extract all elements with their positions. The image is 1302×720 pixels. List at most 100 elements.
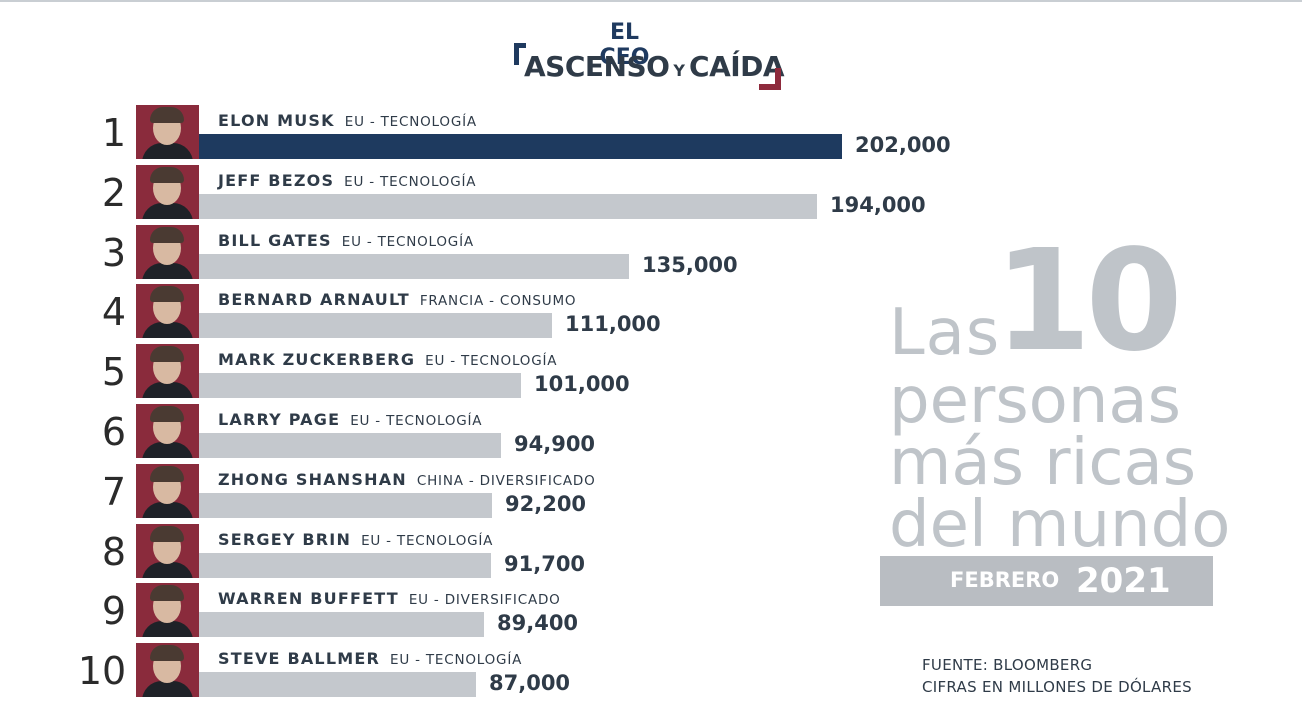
- logo-line2: ASCENSO Y CAÍDA: [524, 50, 785, 83]
- person-sector: CHINA - DIVERSIFICADO: [416, 473, 596, 489]
- person-name: LARRY PAGE EU - TECNOLOGÍA: [218, 410, 482, 429]
- headline-las: Las: [889, 296, 1001, 370]
- value-bar: [199, 373, 521, 398]
- photo-body-shape: [142, 143, 193, 159]
- person-sector: FRANCIA - CONSUMO: [419, 293, 577, 309]
- rank-number: 8: [101, 530, 127, 574]
- photo-hair-shape: [150, 346, 184, 362]
- rank-number: 7: [101, 470, 127, 514]
- person-name-text: SERGEY BRIN: [218, 530, 352, 549]
- el-ceo-logo: EL CEO ASCENSO Y CAÍDA: [512, 16, 787, 96]
- logo-caida: CAÍDA: [689, 50, 785, 83]
- person-photo: [136, 464, 199, 518]
- person-name-text: JEFF BEZOS: [218, 171, 335, 190]
- units-note: CIFRAS EN MILLONES DE DÓLARES: [922, 678, 1192, 696]
- person-name-text: BERNARD ARNAULT: [218, 290, 410, 309]
- photo-body-shape: [142, 681, 193, 697]
- value-label: 202,000: [855, 133, 951, 157]
- value-bar: [199, 313, 552, 338]
- person-photo: [136, 225, 199, 279]
- rank-number: 5: [101, 350, 127, 394]
- person-photo: [136, 404, 199, 458]
- logo-ascenso: ASCENSO: [524, 50, 670, 83]
- person-name: SERGEY BRIN EU - TECNOLOGÍA: [218, 530, 493, 549]
- person-name-text: LARRY PAGE: [218, 410, 341, 429]
- value-bar: [199, 194, 817, 219]
- logo-y: Y: [673, 61, 686, 80]
- value-label: 94,900: [514, 432, 596, 456]
- rank-number: 4: [101, 290, 127, 334]
- person-photo: [136, 524, 199, 578]
- photo-hair-shape: [150, 286, 184, 302]
- person-name: ZHONG SHANSHAN CHINA - DIVERSIFICADO: [218, 470, 596, 489]
- person-photo: [136, 284, 199, 338]
- date-month: FEBRERO: [950, 568, 1060, 592]
- value-label: 91,700: [504, 552, 586, 576]
- person-name-text: MARK ZUCKERBERG: [218, 350, 416, 369]
- person-name-text: ZHONG SHANSHAN: [218, 470, 407, 489]
- source-line: FUENTE: BLOOMBERG: [922, 656, 1093, 674]
- photo-body-shape: [142, 203, 193, 219]
- value-bar: [199, 553, 491, 578]
- logo-corner-right: [759, 68, 781, 90]
- top-divider: [0, 0, 1302, 2]
- person-sector: EU - TECNOLOGÍA: [344, 114, 477, 130]
- rank-number: 2: [101, 171, 127, 215]
- person-name: WARREN BUFFETT EU - DIVERSIFICADO: [218, 589, 561, 608]
- photo-hair-shape: [150, 406, 184, 422]
- headline-del-mundo: del mundo: [889, 488, 1231, 562]
- value-label: 89,400: [497, 611, 579, 635]
- value-label: 92,200: [505, 492, 587, 516]
- person-photo: [136, 643, 199, 697]
- photo-body-shape: [142, 442, 193, 458]
- photo-body-shape: [142, 502, 193, 518]
- value-label: 101,000: [534, 372, 630, 396]
- value-label: 194,000: [830, 193, 926, 217]
- person-name: ELON MUSK EU - TECNOLOGÍA: [218, 111, 477, 130]
- photo-hair-shape: [150, 466, 184, 482]
- person-name: BILL GATES EU - TECNOLOGÍA: [218, 231, 474, 250]
- person-photo: [136, 165, 199, 219]
- headline-mas-ricas: más ricas: [889, 426, 1197, 500]
- value-bar: [199, 433, 501, 458]
- person-name: BERNARD ARNAULT FRANCIA - CONSUMO: [218, 290, 576, 309]
- person-name-text: STEVE BALLMER: [218, 649, 380, 668]
- logo-corner-left: [514, 43, 526, 65]
- date-year: 2021: [1076, 561, 1171, 601]
- person-name-text: WARREN BUFFETT: [218, 589, 399, 608]
- person-sector: EU - DIVERSIFICADO: [408, 592, 561, 608]
- person-sector: EU - TECNOLOGÍA: [425, 353, 558, 369]
- photo-body-shape: [142, 562, 193, 578]
- photo-body-shape: [142, 621, 193, 637]
- value-bar: [199, 612, 484, 637]
- logo-line1: EL CEO: [599, 20, 650, 70]
- value-bar: [199, 134, 842, 159]
- headline-personas: personas: [889, 364, 1181, 438]
- person-sector: EU - TECNOLOGÍA: [344, 174, 477, 190]
- photo-hair-shape: [150, 227, 184, 243]
- person-sector: EU - TECNOLOGÍA: [341, 234, 474, 250]
- photo-hair-shape: [150, 585, 184, 601]
- person-name: MARK ZUCKERBERG EU - TECNOLOGÍA: [218, 350, 557, 369]
- person-sector: EU - TECNOLOGÍA: [390, 652, 523, 668]
- date-badge: FEBRERO 2021: [880, 556, 1213, 606]
- photo-body-shape: [142, 263, 193, 279]
- person-photo: [136, 105, 199, 159]
- rank-number: 9: [101, 589, 127, 633]
- photo-hair-shape: [150, 167, 184, 183]
- rank-number: 1: [101, 111, 127, 155]
- person-sector: EU - TECNOLOGÍA: [350, 413, 483, 429]
- person-name-text: ELON MUSK: [218, 111, 335, 130]
- person-photo: [136, 344, 199, 398]
- photo-hair-shape: [150, 107, 184, 123]
- rank-number: 3: [101, 231, 127, 275]
- value-label: 135,000: [642, 253, 738, 277]
- photo-hair-shape: [150, 645, 184, 661]
- headline-ten: 10: [994, 220, 1183, 383]
- photo-hair-shape: [150, 526, 184, 542]
- value-bar: [199, 672, 476, 697]
- person-sector: EU - TECNOLOGÍA: [361, 533, 494, 549]
- person-name: JEFF BEZOS EU - TECNOLOGÍA: [218, 171, 476, 190]
- value-label: 111,000: [565, 312, 661, 336]
- person-photo: [136, 583, 199, 637]
